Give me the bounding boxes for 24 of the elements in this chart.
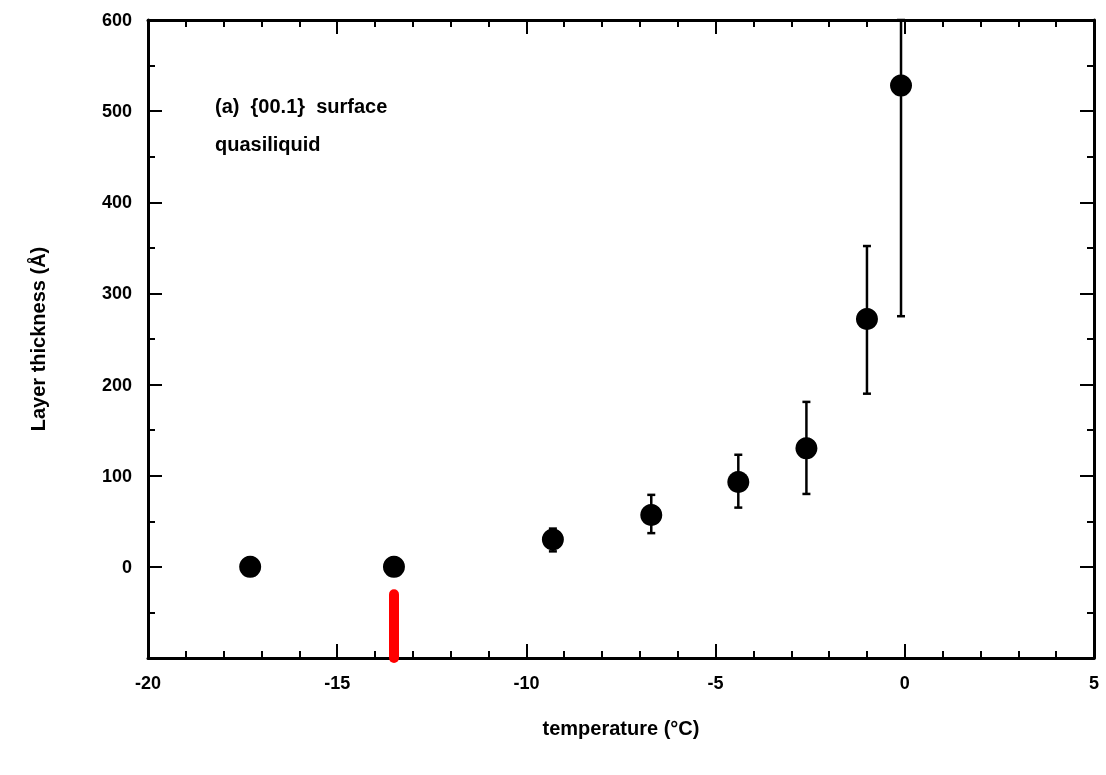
point [727, 471, 750, 494]
point [239, 555, 262, 578]
point [640, 503, 663, 526]
y-tick-label: 100 [101, 465, 132, 486]
annotation: (a) {00.1} surface quasiliquid [215, 95, 388, 155]
x-tick-label: -5 [707, 673, 724, 693]
point [382, 555, 405, 578]
point [795, 437, 818, 460]
y-tick-label: 500 [101, 101, 132, 122]
point [541, 528, 564, 551]
y-tick-label: 600 [101, 10, 132, 30]
point [890, 74, 913, 97]
y-tick-label: 400 [101, 192, 132, 213]
x-tick-label: 0 [899, 673, 910, 693]
y-axis-title: Layer thickness (Å) [26, 246, 49, 432]
y-tick-label: 300 [101, 283, 132, 304]
x-tick-label: -10 [513, 673, 540, 693]
x-tick-label: 5 [1088, 673, 1100, 693]
x-tick-label: -15 [324, 673, 351, 693]
y-tick-label: 0 [121, 556, 132, 577]
point [855, 307, 878, 330]
y-tick-label: 200 [101, 374, 132, 395]
x-tick-label: -20 [134, 673, 162, 693]
x-axis-title: temperature (°C) [542, 717, 700, 739]
